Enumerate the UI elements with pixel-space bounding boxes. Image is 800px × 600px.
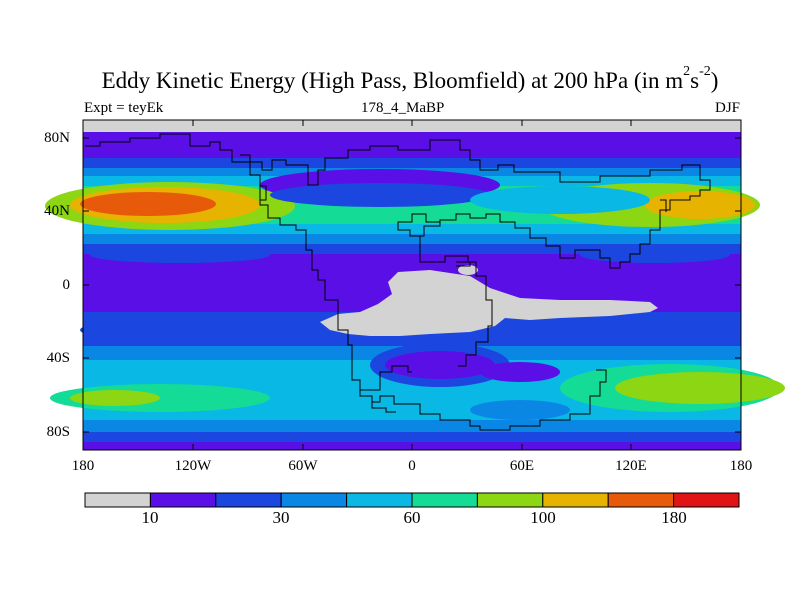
coast-antarctica	[404, 369, 607, 431]
missing-data-spot	[458, 265, 478, 275]
colorbar-swatch	[607, 492, 675, 508]
coast-sa-inner	[360, 365, 412, 391]
run-label: 178_4_MaBP	[361, 100, 445, 116]
low-n-center-edge	[270, 183, 490, 207]
colorbar-swatch	[542, 492, 609, 508]
colorbar-swatch	[411, 492, 478, 508]
missing-data-region	[320, 270, 658, 336]
lon-tick-label: 60W	[288, 458, 318, 474]
colorbar-swatch	[476, 492, 544, 508]
map-title: Eddy Kinetic Energy (High Pass, Bloomfie…	[101, 64, 719, 93]
map-plot	[45, 119, 785, 451]
lat-tick-label: 40N	[44, 203, 70, 219]
coast-europe	[298, 139, 530, 186]
south-dark-tongue	[385, 351, 495, 379]
tropic-blob-e	[580, 247, 730, 263]
colorbar-swatch	[215, 492, 282, 508]
band-high-n	[83, 132, 741, 162]
lat-tick-label: 80N	[44, 130, 70, 146]
coastlines	[85, 133, 711, 431]
colorbar	[84, 492, 740, 508]
lon-tick-label: 60E	[509, 458, 535, 474]
colorbar-label: 30	[272, 508, 290, 527]
colorbar-label: 180	[661, 508, 687, 527]
sjet-w-yellow	[70, 390, 160, 406]
lon-tick-label: 0	[408, 458, 416, 474]
lon-tick-label: 120W	[174, 458, 212, 474]
jet-atl-orange	[645, 191, 755, 219]
lat-tick-label: 0	[62, 277, 71, 293]
lat-tick-label: 40S	[46, 350, 70, 366]
lon-tick-label: 180	[71, 458, 95, 474]
colorbar-swatch	[149, 492, 217, 508]
coast-south-america	[332, 299, 404, 405]
south-darker-n	[470, 400, 570, 420]
low-n-east	[470, 186, 650, 214]
lon-tick-label: 120E	[615, 458, 647, 474]
band-s5	[83, 432, 741, 444]
coast-ant-west	[371, 402, 396, 413]
band-n6	[83, 234, 741, 246]
coast-greenland	[240, 154, 298, 171]
colorbar-swatch	[280, 492, 348, 508]
colorbar-label: 60	[403, 508, 421, 527]
tropic-blob-w2	[80, 320, 220, 340]
season-label: DJF	[714, 100, 740, 116]
band-s4	[83, 420, 741, 434]
jet-pac-core	[80, 192, 216, 216]
south-dark-tongue2	[480, 362, 560, 382]
colorbar-swatch	[84, 492, 151, 508]
coast-africa	[410, 235, 493, 367]
coast-north-america	[85, 133, 332, 301]
experiment-label: Expt = teyEk	[84, 100, 164, 116]
lat-tick-label: 80S	[46, 424, 70, 440]
coast-japan	[660, 199, 667, 212]
sjet-e-yellow	[615, 372, 785, 404]
colorbar-label: 10	[141, 508, 159, 527]
lon-tick-label: 180	[729, 458, 753, 474]
colorbar-swatch	[346, 492, 413, 508]
coast-asia	[397, 164, 711, 269]
coast-small-islands	[259, 185, 471, 267]
axis-ticks	[82, 120, 742, 450]
colorbar-swatch	[673, 492, 740, 508]
band-n5	[83, 224, 741, 236]
tropic-blob-w	[90, 247, 270, 263]
colorbar-label: 100	[530, 508, 556, 527]
band-n1	[83, 158, 741, 168]
